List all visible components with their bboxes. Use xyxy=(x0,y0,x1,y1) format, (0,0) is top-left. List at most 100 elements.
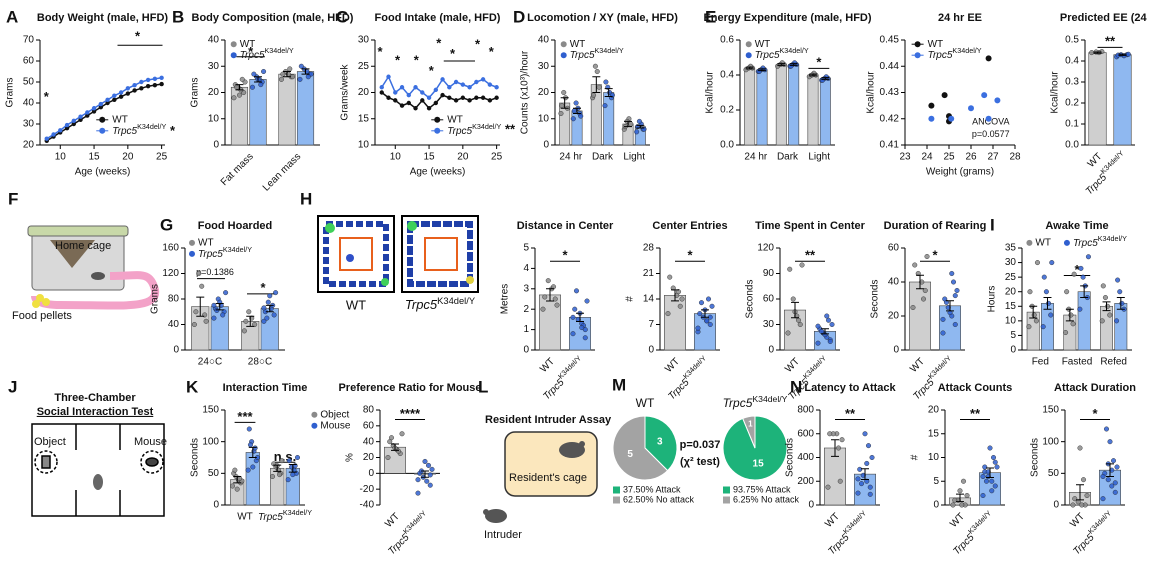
data-point xyxy=(132,88,137,93)
legend-label: Trpc5K34del/Y xyxy=(198,245,252,260)
diagram-label: Food pellets xyxy=(12,310,72,322)
x-tick-label: WT xyxy=(538,356,557,375)
data-point xyxy=(818,328,824,334)
annotation: * xyxy=(414,52,420,67)
diagram-label: Home cage xyxy=(55,240,111,252)
data-point xyxy=(480,95,486,100)
legend-marker xyxy=(745,41,752,48)
error-bar xyxy=(821,328,829,335)
data-point xyxy=(118,94,124,99)
data-point xyxy=(788,63,794,69)
y-tick-label: 40 xyxy=(363,436,375,447)
data-point xyxy=(857,466,863,472)
legend-marker xyxy=(189,239,195,246)
data-point xyxy=(839,437,845,443)
data-point xyxy=(992,459,998,465)
legend-marker xyxy=(1026,239,1033,246)
legend-label: Trpc5K34del/Y xyxy=(112,122,166,137)
error-bar xyxy=(196,296,205,317)
data-point xyxy=(982,464,988,470)
diagram-label: Intruder xyxy=(484,529,522,541)
legend-label: Trpc5K34del/Y xyxy=(240,46,294,61)
data-point xyxy=(427,472,433,478)
y-tick-label: 0.0 xyxy=(720,140,734,151)
data-point xyxy=(1089,50,1095,56)
data-point xyxy=(552,296,558,302)
data-point xyxy=(385,455,391,461)
y-tick-label: 50 xyxy=(208,468,220,479)
data-point xyxy=(386,95,391,100)
annotation: * xyxy=(436,36,442,51)
legend-marker xyxy=(189,250,195,257)
data-point xyxy=(91,106,97,111)
slice-label: 5 xyxy=(627,449,633,460)
data-point xyxy=(474,79,479,85)
data-point xyxy=(989,488,995,494)
y-tick-label: 10 xyxy=(538,113,550,124)
data-point xyxy=(1105,303,1111,309)
data-point xyxy=(1048,312,1054,318)
y-axis-label: Grams xyxy=(150,284,161,314)
data-point xyxy=(433,100,439,106)
data-point xyxy=(1040,324,1046,330)
panel-label: J xyxy=(8,377,17,396)
data-point xyxy=(152,76,158,82)
x-tick-label: Refed xyxy=(1100,357,1127,368)
y-tick-label: 80 xyxy=(168,294,180,305)
y-tick-label: 30 xyxy=(1005,257,1017,268)
data-point xyxy=(910,305,916,311)
y-tick-label: 0.6 xyxy=(720,35,734,46)
data-point xyxy=(261,305,267,311)
annotation: * xyxy=(260,280,266,295)
annotation: * xyxy=(395,52,401,67)
legend-label: 6.25% No attack xyxy=(733,494,800,504)
annotation: * xyxy=(429,63,435,78)
data-point xyxy=(64,126,70,131)
y-tick-label: 0 xyxy=(1053,500,1059,511)
data-point xyxy=(1085,254,1091,260)
y-tick-label: 20 xyxy=(928,405,940,416)
error-bar xyxy=(636,124,645,129)
data-point xyxy=(827,431,833,437)
chart-title: Food Intake (male, HFD) xyxy=(375,12,501,24)
data-point xyxy=(433,87,439,93)
y-tick-label: 30 xyxy=(23,119,35,130)
data-point xyxy=(429,466,435,472)
error-bar xyxy=(671,289,679,302)
data-point xyxy=(440,77,445,82)
panel-label: C xyxy=(336,7,348,26)
data-point xyxy=(940,330,946,336)
data-point xyxy=(1034,260,1040,266)
annotation: ** xyxy=(1105,34,1116,49)
diagram-title: Resident Intruder Assay xyxy=(485,414,612,426)
data-point xyxy=(426,95,432,100)
error-bar xyxy=(215,302,224,311)
error-bar xyxy=(235,84,244,91)
diagram-title: Three-Chamber xyxy=(54,392,136,404)
legend-swatch xyxy=(613,496,620,504)
x-tick-label: 15 xyxy=(423,152,435,163)
y-axis-label: Kcal/hour xyxy=(705,71,716,114)
x-tick-label: 10 xyxy=(55,152,67,163)
data-point xyxy=(867,484,873,490)
error-bar xyxy=(777,63,786,66)
data-point xyxy=(957,488,963,494)
error-bar xyxy=(821,77,830,80)
data-point xyxy=(554,302,560,308)
data-point xyxy=(243,318,249,324)
chart-title: Duration of Rearing xyxy=(884,220,987,232)
annotation: ** xyxy=(845,406,856,421)
x-tick-label: 24○C xyxy=(198,357,222,368)
data-point xyxy=(232,467,238,473)
legend-label: WT xyxy=(198,238,214,249)
legend-label: Trpc5K34del/Y xyxy=(1073,234,1127,249)
y-tick-label: -40 xyxy=(360,500,375,511)
data-point xyxy=(285,477,291,483)
data-point xyxy=(1117,289,1123,295)
error-bar xyxy=(421,470,429,478)
data-point xyxy=(706,296,712,302)
x-tick-label: WT xyxy=(783,356,802,375)
data-point xyxy=(867,491,873,497)
bar xyxy=(807,74,819,146)
data-point xyxy=(196,271,202,277)
